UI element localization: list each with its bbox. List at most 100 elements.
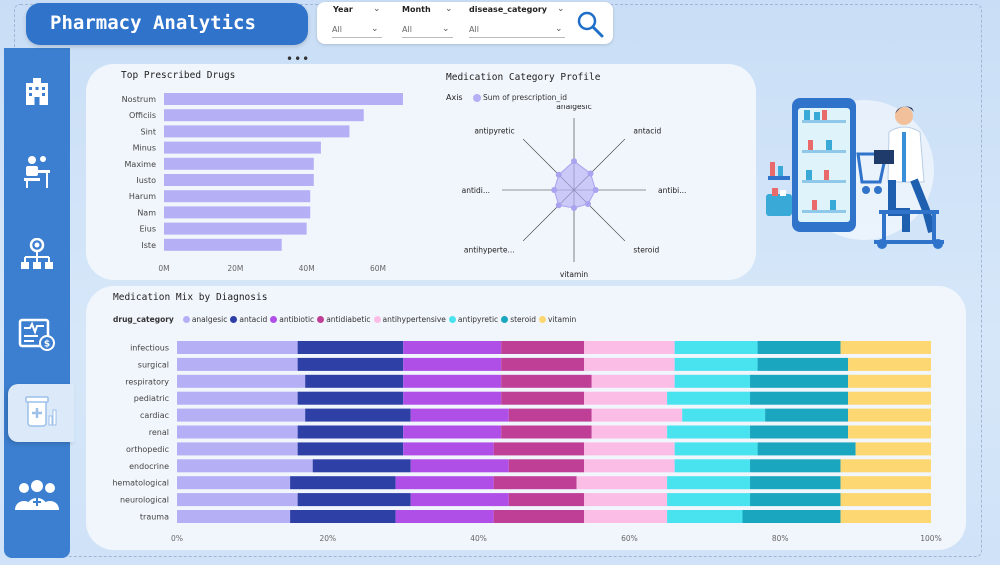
chevron-down-icon[interactable]: ⌄: [557, 4, 565, 14]
mix-segment[interactable]: [501, 391, 585, 405]
radar-point[interactable]: [585, 201, 592, 208]
mix-segment[interactable]: [674, 341, 758, 354]
mix-segment[interactable]: [757, 442, 856, 456]
mix-segment[interactable]: [508, 408, 592, 422]
radar-point[interactable]: [587, 170, 594, 177]
mix-segment[interactable]: [177, 408, 306, 422]
drug-bar[interactable]: [164, 125, 350, 138]
mix-segment[interactable]: [765, 408, 849, 422]
legend-label[interactable]: analgesic: [191, 314, 228, 324]
mix-segment[interactable]: [177, 341, 298, 354]
mix-segment[interactable]: [584, 391, 668, 405]
drug-bar[interactable]: [164, 174, 314, 186]
mix-segment[interactable]: [297, 442, 404, 456]
mix-segment[interactable]: [410, 459, 509, 473]
mix-segment[interactable]: [584, 341, 675, 354]
chevron-down-icon[interactable]: ⌄: [555, 24, 563, 34]
mix-segment[interactable]: [584, 442, 675, 456]
mix-segment[interactable]: [403, 391, 502, 405]
mix-segment[interactable]: [290, 476, 396, 490]
mix-segment[interactable]: [848, 391, 931, 405]
drug-bar[interactable]: [164, 141, 321, 154]
mix-segment[interactable]: [177, 493, 298, 507]
nav-patients[interactable]: [4, 466, 70, 524]
drug-bar[interactable]: [164, 238, 282, 251]
mix-segment[interactable]: [508, 493, 585, 507]
mix-segment[interactable]: [584, 510, 668, 523]
radar-point[interactable]: [551, 187, 558, 193]
mix-segment[interactable]: [305, 374, 404, 388]
mix-segment[interactable]: [584, 493, 668, 507]
legend-label[interactable]: vitamin: [548, 314, 577, 324]
legend-label[interactable]: antidiabetic: [326, 314, 371, 324]
mix-segment[interactable]: [177, 374, 306, 388]
mix-segment[interactable]: [667, 493, 751, 507]
mix-segment[interactable]: [493, 476, 577, 490]
mix-segment[interactable]: [177, 391, 298, 405]
drug-bar[interactable]: [164, 206, 311, 219]
chevron-down-icon[interactable]: ⌄: [373, 4, 381, 14]
nav-hierarchy[interactable]: [4, 226, 70, 284]
filter-year[interactable]: Year: [333, 5, 353, 14]
mix-segment[interactable]: [403, 374, 502, 388]
legend-label[interactable]: antacid: [239, 314, 268, 324]
radar-point[interactable]: [571, 158, 577, 165]
mix-segment[interactable]: [584, 459, 675, 473]
nav-finance[interactable]: $: [4, 306, 70, 364]
mix-segment[interactable]: [403, 341, 502, 354]
radar-point[interactable]: [555, 202, 562, 209]
mix-segment[interactable]: [591, 408, 683, 422]
mix-segment[interactable]: [177, 425, 298, 439]
nav-pharmacy[interactable]: [4, 63, 70, 121]
chevron-down-icon[interactable]: ⌄: [445, 4, 453, 14]
filter-month-dropdown[interactable]: All: [402, 20, 453, 38]
mix-segment[interactable]: [297, 357, 404, 371]
mix-segment[interactable]: [742, 510, 841, 523]
radar-point[interactable]: [592, 187, 599, 193]
mix-segment[interactable]: [591, 425, 668, 439]
mix-segment[interactable]: [177, 442, 298, 456]
legend-label[interactable]: steroid: [510, 314, 537, 324]
legend-label[interactable]: antihypertensive: [382, 314, 446, 324]
mix-segment[interactable]: [297, 425, 404, 439]
mix-segment[interactable]: [750, 374, 849, 388]
drug-bar[interactable]: [164, 157, 314, 170]
mix-segment[interactable]: [840, 510, 931, 523]
drug-bar[interactable]: [164, 222, 307, 235]
mix-segment[interactable]: [848, 357, 931, 371]
mix-segment[interactable]: [674, 374, 751, 388]
mix-segment[interactable]: [177, 476, 291, 490]
mix-segment[interactable]: [403, 442, 494, 456]
mix-segment[interactable]: [177, 510, 291, 523]
mix-segment[interactable]: [848, 408, 931, 422]
mix-segment[interactable]: [667, 391, 751, 405]
drug-bar[interactable]: [164, 109, 364, 122]
mix-segment[interactable]: [312, 459, 411, 473]
mix-segment[interactable]: [395, 510, 494, 523]
mix-segment[interactable]: [682, 408, 766, 422]
mix-segment[interactable]: [508, 459, 585, 473]
mix-segment[interactable]: [403, 357, 502, 371]
mix-segment[interactable]: [750, 493, 841, 507]
filter-month[interactable]: Month: [402, 5, 431, 14]
chevron-down-icon[interactable]: ⌄: [371, 24, 379, 34]
mix-segment[interactable]: [750, 459, 841, 473]
radar-point[interactable]: [571, 205, 577, 211]
mix-segment[interactable]: [177, 357, 298, 371]
drug-bar[interactable]: [164, 93, 403, 105]
mix-segment[interactable]: [757, 341, 841, 354]
mix-segment[interactable]: [290, 510, 396, 523]
nav-staff[interactable]: [4, 143, 70, 201]
mix-segment[interactable]: [674, 442, 758, 456]
legend-label[interactable]: antibiotic: [279, 314, 315, 324]
mix-segment[interactable]: [297, 391, 404, 405]
mix-segment[interactable]: [493, 442, 585, 456]
mix-segment[interactable]: [410, 408, 509, 422]
mix-segment[interactable]: [840, 493, 931, 507]
mix-segment[interactable]: [667, 510, 743, 523]
chevron-down-icon[interactable]: ⌄: [442, 24, 450, 34]
mix-segment[interactable]: [848, 425, 931, 439]
mix-segment[interactable]: [591, 374, 675, 388]
mix-segment[interactable]: [674, 357, 758, 371]
nav-medication[interactable]: [8, 384, 74, 442]
